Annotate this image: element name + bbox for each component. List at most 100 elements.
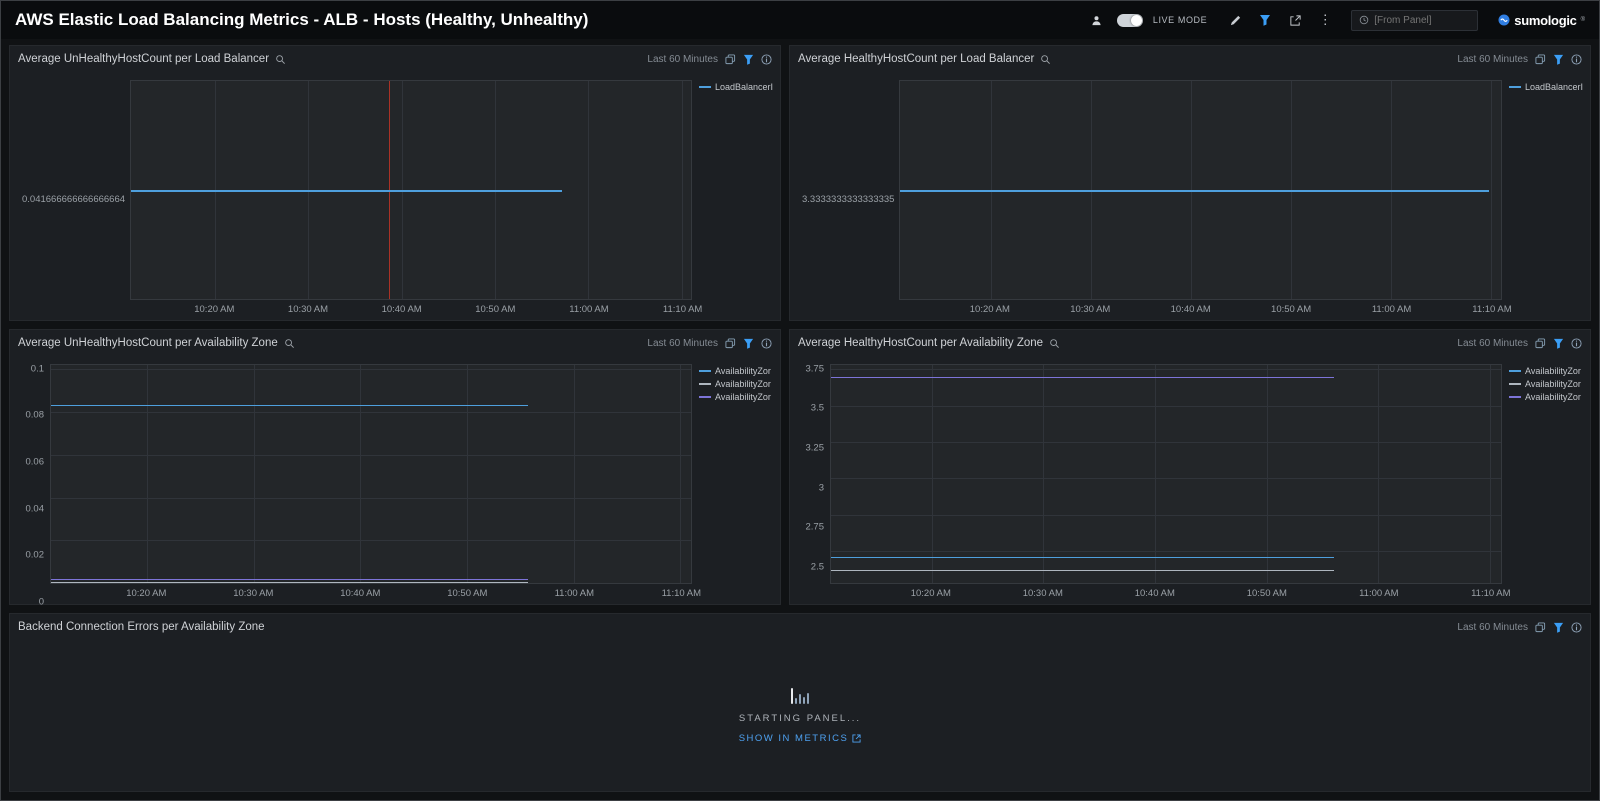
share-export-icon[interactable] (1285, 10, 1305, 30)
loading-body: STARTING PANEL... SHOW IN METRICS (10, 640, 1590, 791)
magnifier-icon[interactable] (1040, 54, 1051, 65)
link-label: SHOW IN METRICS (738, 732, 849, 744)
legend-item[interactable]: AvailabilityZor (699, 379, 774, 389)
x-tick-label: 10:40 AM (381, 304, 422, 315)
show-in-metrics-link[interactable]: SHOW IN METRICS (739, 733, 862, 744)
legend-item[interactable]: AvailabilityZor (699, 392, 774, 402)
info-icon[interactable] (761, 53, 772, 65)
x-tick-label: 10:30 AM (1022, 588, 1063, 599)
series-line (831, 569, 1334, 572)
filter-icon[interactable] (1553, 622, 1564, 633)
plot-area[interactable] (50, 364, 692, 584)
legend-item[interactable]: AvailabilityZor (1509, 392, 1584, 402)
loading-bar (807, 692, 809, 704)
gridline-horizontal (831, 442, 1501, 444)
legend-swatch (699, 383, 711, 385)
legend: AvailabilityZor AvailabilityZor Availabili… (692, 364, 776, 602)
filter-funnel-icon[interactable] (1255, 10, 1275, 30)
info-icon[interactable] (761, 337, 772, 349)
panel-title: Average HealthyHostCount per Load Balanc… (798, 53, 1035, 65)
filter-icon[interactable] (1553, 338, 1564, 349)
legend: AvailabilityZor AvailabilityZor Availabili… (1502, 364, 1586, 602)
panel-title: Backend Connection Errors per Availabili… (18, 621, 265, 633)
gridline-horizontal (51, 369, 691, 371)
gridline-vertical (1490, 81, 1492, 299)
time-range-box[interactable] (1351, 9, 1479, 31)
y-axis: 0.041666666666666664 (14, 80, 130, 318)
live-mode-label: LIVE MODE (1152, 15, 1208, 25)
time-range-label: Last 60 Minutes (1457, 621, 1528, 633)
panel-healthy-per-load-balancer: Average HealthyHostCount per Load Balanc… (789, 45, 1591, 321)
time-range-label: Last 60 Minutes (1457, 53, 1528, 65)
time-range-label: Last 60 Minutes (1457, 337, 1528, 349)
info-icon[interactable] (1571, 337, 1582, 349)
magnifier-icon[interactable] (284, 338, 295, 349)
magnifier-icon[interactable] (275, 54, 286, 65)
y-tick-label: 0.06 (25, 456, 45, 468)
legend-swatch (1509, 396, 1521, 398)
gridline-vertical (147, 365, 148, 583)
magnifier-icon[interactable] (1049, 338, 1060, 349)
legend: LoadBalancerI (1502, 80, 1586, 318)
legend: LoadBalancerI (692, 80, 776, 318)
y-tick-label: 0.04 (25, 503, 45, 515)
legend-item[interactable]: AvailabilityZor (1509, 366, 1584, 376)
gridline-horizontal (51, 454, 691, 456)
plot-area[interactable] (830, 364, 1502, 584)
legend-label: AvailabilityZor (1525, 366, 1581, 376)
series-line (900, 190, 1489, 192)
y-tick-label: 3.25 (805, 442, 825, 454)
legend-item[interactable]: AvailabilityZor (1509, 379, 1584, 389)
copy-icon[interactable] (725, 53, 736, 65)
filter-icon[interactable] (743, 338, 754, 349)
loading-bar (791, 687, 793, 704)
panel-header: Average HealthyHostCount per Availabilit… (790, 330, 1590, 356)
x-tick-label: 10:20 AM (910, 588, 951, 599)
legend-item[interactable]: LoadBalancerI (1509, 82, 1584, 92)
filter-icon[interactable] (1553, 54, 1564, 65)
legend-item[interactable]: AvailabilityZor (699, 366, 774, 376)
x-tick-label: 10:20 AM (969, 304, 1010, 315)
x-tick-label: 11:10 AM (1471, 588, 1511, 599)
series-line (131, 190, 563, 192)
plot-area[interactable] (130, 80, 692, 300)
kebab-menu-icon[interactable]: ⋮ (1318, 12, 1332, 27)
panel-header: Average UnHealthyHostCount per Availabil… (10, 330, 780, 356)
x-tick-label: 11:10 AM (662, 304, 703, 315)
panel-unhealthy-per-load-balancer: Average UnHealthyHostCount per Load Bala… (9, 45, 781, 321)
plot-outer: 10:20 AM 10:30 AM 10:40 AM 10:50 AM 11:00 AM… (50, 364, 701, 602)
gridline-horizontal (51, 412, 691, 414)
series-line (831, 556, 1334, 559)
copy-icon[interactable] (1535, 337, 1546, 349)
edit-pencil-icon[interactable] (1225, 10, 1245, 30)
user-icon[interactable] (1087, 10, 1107, 30)
panel-header-controls: Last 60 Minutes (1457, 54, 1582, 65)
info-icon[interactable] (1571, 53, 1582, 65)
x-tick-label: 10:30 AM (233, 588, 274, 599)
y-tick-label: 0.02 (25, 549, 45, 561)
x-axis: 10:20 AM 10:30 AM 10:40 AM 10:50 AM 11:00 AM… (830, 584, 1511, 602)
topbar: AWS Elastic Load Balancing Metrics - ALB… (1, 1, 1599, 39)
copy-icon[interactable] (725, 337, 736, 349)
x-tick-label: 10:30 AM (287, 304, 329, 315)
x-tick-label: 11:00 AM (554, 588, 595, 599)
plot-area[interactable] (899, 80, 1502, 300)
info-icon[interactable] (1571, 621, 1582, 633)
logo-mark-icon (1498, 14, 1510, 26)
copy-icon[interactable] (1535, 621, 1546, 633)
x-tick-label: 10:20 AM (194, 304, 235, 315)
live-mode-toggle[interactable] (1116, 13, 1143, 27)
x-tick-label: 11:10 AM (661, 588, 702, 599)
legend-item[interactable]: LoadBalancerI (699, 82, 774, 92)
gridline-horizontal (831, 514, 1501, 516)
legend-label: AvailabilityZor (1525, 392, 1581, 402)
filter-icon[interactable] (743, 54, 754, 65)
y-axis: 3.75 3.5 3.25 3 2.75 2.5 (794, 363, 830, 602)
legend-swatch (1509, 370, 1521, 372)
copy-icon[interactable] (1535, 53, 1546, 65)
x-tick-label: 11:00 AM (1371, 304, 1412, 315)
time-range-input[interactable] (1374, 14, 1471, 26)
x-axis: 10:20 AM 10:30 AM 10:40 AM 10:50 AM 11:00 AM… (130, 300, 702, 318)
panel-backend-connection-errors: Backend Connection Errors per Availabili… (9, 613, 1591, 792)
chart: 0.1 0.08 0.06 0.04 0.02 0 10:20 AM 10:30 AM 10:… (10, 356, 780, 607)
